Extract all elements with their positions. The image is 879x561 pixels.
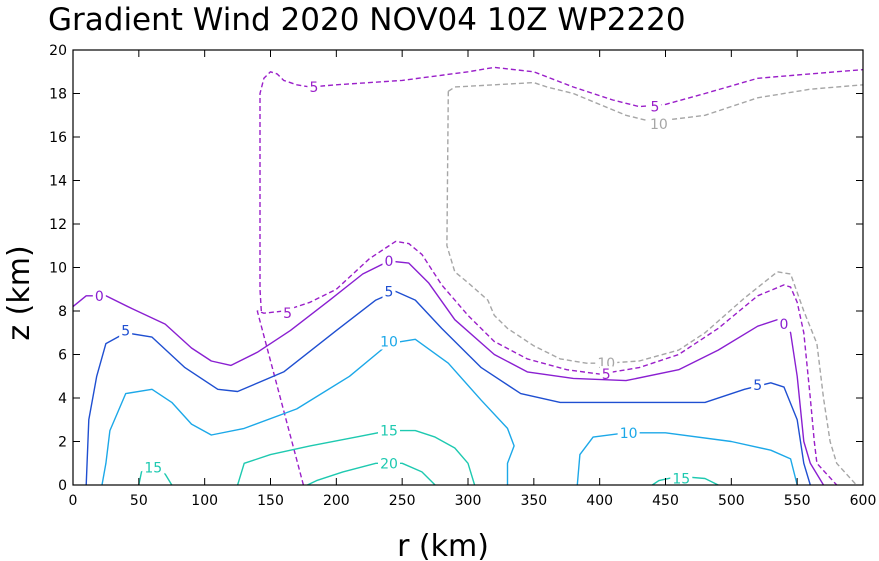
x-tick-label: 0 <box>69 493 78 509</box>
contour-label-bg <box>378 422 400 439</box>
contour-label: 10 <box>620 426 638 442</box>
x-tick-label: 500 <box>718 493 745 509</box>
x-tick-label: 400 <box>586 493 613 509</box>
x-tick-label: 100 <box>191 493 218 509</box>
x-tick-label: 450 <box>652 493 679 509</box>
contour-label-bg <box>382 252 396 269</box>
contour-label: 10 <box>380 334 398 350</box>
y-tick-label: 2 <box>58 435 67 451</box>
contour-line-6 <box>101 338 515 486</box>
x-tick-label: 150 <box>257 493 284 509</box>
x-tick-label: 300 <box>455 493 482 509</box>
y-tick-label: 10 <box>49 261 67 277</box>
contour-line-8 <box>236 429 476 486</box>
contour-line-2 <box>256 240 838 486</box>
contour-label-bg <box>617 424 640 441</box>
contour-label-bg <box>751 376 765 393</box>
contour-label-bg <box>92 287 106 304</box>
contour-line-3 <box>259 66 864 312</box>
contour-label-bg <box>119 322 133 339</box>
y-tick-label: 0 <box>58 478 67 494</box>
x-tick-label: 350 <box>520 493 547 509</box>
x-tick-label: 50 <box>130 493 148 509</box>
x-tick-label: 200 <box>323 493 350 509</box>
y-axis-label: z (km) <box>2 245 37 340</box>
contour-label: 15 <box>672 471 690 487</box>
contour-label-bg <box>382 283 396 300</box>
x-axis-label: r (km) <box>397 529 489 561</box>
y-tick-label: 4 <box>58 391 67 407</box>
contour-line-4 <box>72 260 825 486</box>
plot-frame <box>72 49 864 486</box>
y-tick-label: 18 <box>49 87 67 103</box>
contour-label-bg <box>281 305 295 322</box>
contour-label: 5 <box>309 80 318 96</box>
contour-label-bg <box>378 333 400 350</box>
contour-line-11 <box>307 462 436 486</box>
contour-label: 15 <box>144 461 162 477</box>
x-tick-label: 250 <box>389 493 416 509</box>
contour-label: 0 <box>385 254 394 270</box>
contour-label-bg <box>142 459 165 476</box>
contour-label-bg <box>647 115 670 132</box>
contour-label: 5 <box>385 284 394 300</box>
y-tick-label: 20 <box>49 43 67 59</box>
contour-label-bg <box>307 78 321 95</box>
y-tick-label: 14 <box>49 174 67 190</box>
contour-label: 15 <box>380 424 398 440</box>
contour-label: 5 <box>283 306 292 322</box>
contour-label: 5 <box>602 367 611 383</box>
y-tick-label: 12 <box>49 217 67 233</box>
contour-label: 10 <box>650 117 668 133</box>
contour-label: 5 <box>651 100 660 116</box>
contour-line-7 <box>576 432 798 486</box>
contour-label: 0 <box>780 317 789 333</box>
contour-line-5 <box>85 290 811 486</box>
x-tick-label: 550 <box>784 493 811 509</box>
contour-label-bg <box>378 455 400 472</box>
contour-line-0 <box>447 81 864 123</box>
x-tick-label: 600 <box>850 493 877 509</box>
y-tick-label: 6 <box>58 348 67 364</box>
contour-label: 0 <box>95 289 104 305</box>
y-tick-label: 8 <box>58 304 67 320</box>
contour-label-bg <box>670 470 693 487</box>
contour-label: 20 <box>380 456 398 472</box>
contour-label-bg <box>599 366 613 383</box>
contour-label: 5 <box>121 324 130 340</box>
contour-line-1 <box>446 91 857 486</box>
contour-label: 5 <box>753 378 762 394</box>
contour-label-bg <box>648 98 662 115</box>
y-tick-label: 16 <box>49 130 67 146</box>
contour-label-bg <box>777 316 791 333</box>
chart-title: Gradient Wind 2020 NOV04 10Z WP2220 <box>48 2 686 38</box>
